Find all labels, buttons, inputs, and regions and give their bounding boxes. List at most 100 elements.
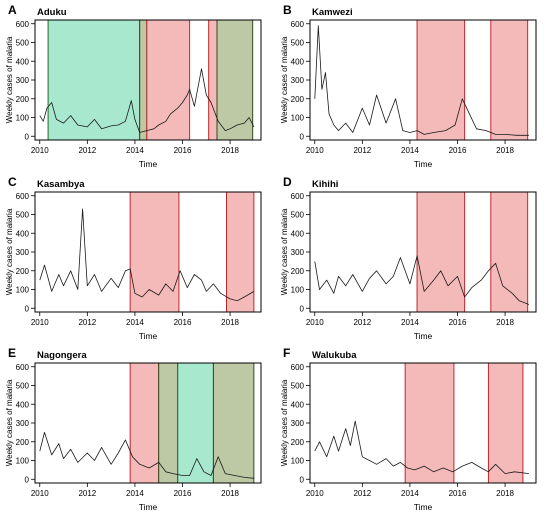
y-axis-title: Weekly cases of malaria <box>280 379 289 466</box>
y-tick-label: 100 <box>291 457 305 466</box>
y-tick-label: 600 <box>16 363 30 372</box>
x-tick-label: 2016 <box>449 318 467 327</box>
intervention-band <box>216 20 253 140</box>
y-tick-label: 200 <box>16 438 30 447</box>
y-axis-title: Weekly cases of malaria <box>5 208 14 295</box>
intervention-band <box>158 363 178 483</box>
y-tick-label: 300 <box>291 419 305 428</box>
y-tick-label: 500 <box>16 211 30 220</box>
panel-title: Nagongera <box>37 350 87 361</box>
y-axis-title: Weekly cases of malaria <box>5 36 14 123</box>
panel-letter: E <box>8 346 16 360</box>
intervention-band <box>177 363 214 483</box>
x-tick-label: 2016 <box>449 489 467 498</box>
panel-title: Kihihi <box>312 179 338 190</box>
x-axis-title: Time <box>414 331 433 341</box>
x-tick-label: 2018 <box>221 318 239 327</box>
y-tick-label: 200 <box>291 267 305 276</box>
y-tick-label: 400 <box>16 229 30 238</box>
panel-title: Kasambya <box>37 179 85 190</box>
intervention-band <box>417 20 465 140</box>
series-line <box>314 25 529 136</box>
y-tick-label: 100 <box>16 286 30 295</box>
y-tick-label: 400 <box>291 229 305 238</box>
y-tick-label: 0 <box>300 132 305 141</box>
x-tick-label: 2012 <box>78 318 96 327</box>
y-tick-label: 300 <box>291 248 305 257</box>
y-tick-label: 200 <box>16 267 30 276</box>
y-tick-label: 0 <box>300 304 305 313</box>
x-tick-label: 2012 <box>353 318 371 327</box>
x-tick-label: 2018 <box>496 318 514 327</box>
x-tick-label: 2016 <box>174 146 192 155</box>
x-tick-label: 2010 <box>306 489 324 498</box>
intervention-band <box>130 192 179 312</box>
x-tick-label: 2010 <box>31 146 49 155</box>
y-tick-label: 500 <box>291 211 305 220</box>
intervention-band <box>405 363 454 483</box>
x-tick-label: 2010 <box>306 146 324 155</box>
x-tick-label: 2018 <box>496 489 514 498</box>
y-tick-label: 400 <box>291 400 305 409</box>
x-axis-title: Time <box>139 159 158 169</box>
x-tick-label: 2014 <box>126 146 144 155</box>
y-tick-label: 300 <box>291 76 305 85</box>
panel-letter: D <box>283 175 292 189</box>
y-tick-label: 600 <box>291 20 305 29</box>
panel-title: Aduku <box>37 7 67 18</box>
x-tick-label: 2010 <box>31 489 49 498</box>
y-tick-label: 200 <box>291 95 305 104</box>
series-line <box>39 68 255 133</box>
y-tick-label: 400 <box>16 400 30 409</box>
panel-title: Walukuba <box>312 350 357 361</box>
y-tick-label: 500 <box>16 39 30 48</box>
y-tick-label: 300 <box>16 248 30 257</box>
x-axis-title: Time <box>414 502 433 512</box>
y-tick-label: 300 <box>16 419 30 428</box>
x-tick-label: 2012 <box>78 489 96 498</box>
panel-title: Kamwezi <box>312 7 353 18</box>
intervention-band <box>213 363 254 483</box>
x-tick-label: 2014 <box>126 318 144 327</box>
panel-d: 0 100 200 300 400 500 600 2010 2012 2014 2016 2018 T… <box>280 175 537 341</box>
y-tick-label: 400 <box>16 57 30 66</box>
intervention-band <box>130 363 159 483</box>
y-tick-label: 100 <box>16 114 30 123</box>
y-tick-label: 500 <box>16 382 30 391</box>
panel-letter: F <box>283 346 290 360</box>
y-tick-label: 600 <box>291 192 305 201</box>
panel-b: 0 100 200 300 400 500 600 2010 2012 2014 2016 2018 T… <box>280 3 537 169</box>
panel-c: 0 100 200 300 400 500 600 2010 2012 2014 2016 2018 T… <box>5 175 262 341</box>
x-tick-label: 2012 <box>78 146 96 155</box>
y-tick-label: 0 <box>300 475 305 484</box>
intervention-band <box>146 20 190 140</box>
intervention-band <box>488 363 523 483</box>
y-axis-title: Weekly cases of malaria <box>5 379 14 466</box>
x-tick-label: 2018 <box>221 146 239 155</box>
y-tick-label: 100 <box>291 286 305 295</box>
y-tick-label: 100 <box>291 114 305 123</box>
x-tick-label: 2012 <box>353 146 371 155</box>
intervention-band <box>490 192 528 312</box>
intervention-band <box>417 192 465 312</box>
x-tick-label: 2014 <box>401 489 419 498</box>
x-tick-label: 2014 <box>401 318 419 327</box>
panel-letter: B <box>283 3 292 17</box>
panel-a: 0 100 200 300 400 500 600 2010 2012 2014 2016 2018 T… <box>5 3 262 169</box>
y-tick-label: 600 <box>16 20 30 29</box>
x-tick-label: 2012 <box>353 489 371 498</box>
x-axis-title: Time <box>139 331 158 341</box>
y-tick-label: 0 <box>25 475 30 484</box>
x-tick-label: 2018 <box>221 489 239 498</box>
x-axis-title: Time <box>139 502 158 512</box>
panel-letter: A <box>8 3 17 17</box>
y-tick-label: 0 <box>25 304 30 313</box>
y-tick-label: 100 <box>16 457 30 466</box>
y-tick-label: 0 <box>25 132 30 141</box>
y-tick-label: 200 <box>16 95 30 104</box>
series-line <box>314 255 530 305</box>
y-tick-label: 500 <box>291 382 305 391</box>
x-tick-label: 2016 <box>449 146 467 155</box>
x-tick-label: 2014 <box>126 489 144 498</box>
